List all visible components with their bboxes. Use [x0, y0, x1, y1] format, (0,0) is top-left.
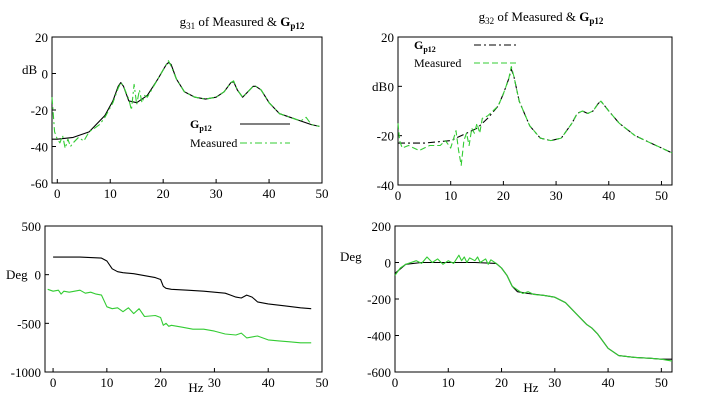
x-tick-label: 30: [548, 375, 561, 390]
y-tick-label: -600: [367, 365, 391, 380]
x-tick-label: 10: [442, 375, 455, 390]
legend-label: Measured: [190, 136, 237, 150]
y-axis-label: dB: [22, 62, 38, 77]
y-tick-label: -20: [377, 129, 394, 144]
legend-label: Gp12: [190, 117, 212, 133]
y-tick-label: 0: [388, 79, 395, 94]
x-axis-label: Hz: [188, 380, 203, 395]
series-line-measured: [47, 288, 312, 344]
y-tick-label: 0: [35, 268, 42, 283]
magnitude-chart-g31: 0 10 20 30 40 50 -60 -40 -20 0 20 dB Gp12 Measured: [22, 30, 329, 201]
x-tick-label: 0: [50, 375, 57, 390]
series-line-gp12: [398, 68, 673, 154]
y-tick-label: 0: [385, 256, 392, 271]
x-tick-label: 30: [550, 188, 563, 203]
y-axis-label: Deg: [6, 267, 28, 282]
x-tick-label: 40: [602, 375, 615, 390]
x-tick-label: 0: [54, 186, 61, 201]
series-line-gp12: [52, 62, 320, 140]
x-axis-label: Hz: [523, 380, 538, 395]
x-tick-label: 50: [655, 188, 668, 203]
x-tick-label: 10: [104, 186, 117, 201]
legend: Gp12 Measured: [414, 38, 516, 70]
series-line-measured: [397, 66, 673, 166]
series-line-measured: [51, 60, 320, 149]
y-tick-label: -400: [367, 329, 391, 344]
y-tick-label: -60: [31, 176, 48, 191]
legend-label: Measured: [414, 56, 461, 70]
plot-frame: [397, 36, 673, 186]
x-tick-label: 30: [208, 375, 221, 390]
y-tick-label: -200: [367, 292, 391, 307]
chart-title-g31: g31 of Measured & Gp12: [180, 14, 305, 31]
series-line-measured: [394, 254, 673, 362]
x-tick-label: 50: [655, 375, 668, 390]
x-tick-label: 20: [157, 186, 170, 201]
phase-chart-g32: 0 10 20 30 40 50 -600 -400 -200 0 200 Deg Hz: [340, 219, 673, 395]
x-tick-label: 10: [100, 375, 113, 390]
plot-frame: [51, 36, 323, 184]
x-tick-label: 50: [316, 186, 329, 201]
y-axis-label: Deg: [340, 249, 362, 264]
phase-chart-g31: 0 10 20 30 40 50 -1000 -500 0 500 Deg Hz: [6, 219, 329, 395]
x-tick-label: 40: [262, 375, 275, 390]
y-tick-label: 20: [381, 30, 394, 45]
magnitude-chart-g32: 0 10 20 30 40 50 -40 -20 0 20 dB Gp12 Measured: [372, 30, 673, 203]
y-tick-label: 200: [372, 219, 392, 234]
y-tick-label: -1000: [11, 365, 41, 380]
x-tick-label: 0: [395, 188, 402, 203]
chart-title-g32: g32 of Measured & Gp12: [479, 9, 604, 26]
x-tick-label: 20: [497, 188, 510, 203]
y-tick-label: -20: [31, 103, 48, 118]
y-tick-label: -40: [377, 178, 394, 193]
y-tick-label: -500: [17, 316, 41, 331]
legend-label: Gp12: [414, 38, 436, 54]
y-tick-label: 20: [35, 30, 48, 45]
x-tick-label: 20: [154, 375, 167, 390]
legend: Gp12 Measured: [190, 117, 290, 150]
series-line-gp12: [53, 256, 312, 310]
plot-frame: [394, 225, 673, 373]
x-tick-label: 50: [316, 375, 329, 390]
x-tick-label: 0: [392, 375, 399, 390]
y-tick-label: -40: [31, 140, 48, 155]
x-tick-label: 40: [263, 186, 276, 201]
series-line-gp12: [394, 261, 672, 360]
plot-frame: [44, 225, 323, 373]
y-axis-label: dB: [372, 79, 388, 94]
x-tick-label: 10: [444, 188, 457, 203]
y-tick-label: 0: [42, 67, 49, 82]
x-tick-label: 20: [495, 375, 508, 390]
x-tick-label: 30: [210, 186, 223, 201]
y-tick-label: 500: [22, 219, 42, 234]
x-tick-label: 40: [602, 188, 615, 203]
